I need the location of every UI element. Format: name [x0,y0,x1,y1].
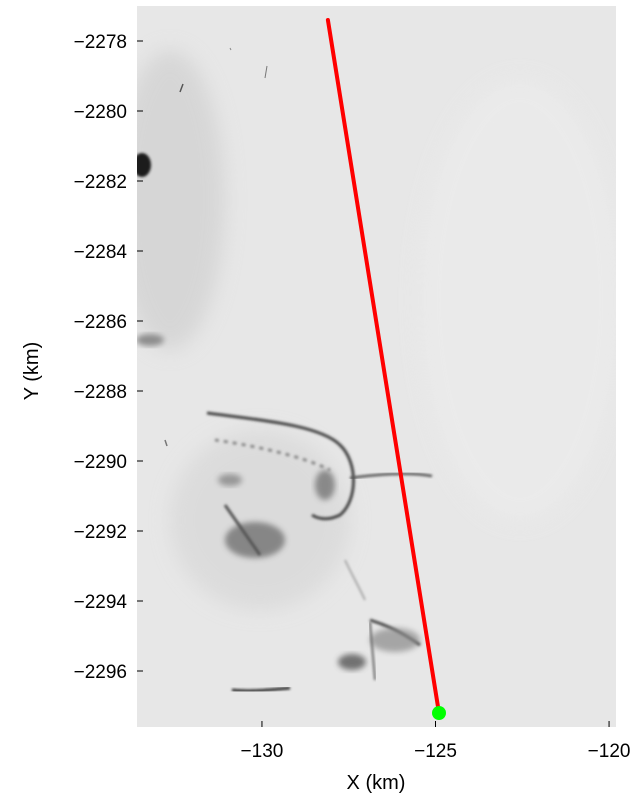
y-tick-label: −2278 [74,32,127,53]
y-tick-label: −2280 [74,102,127,123]
series-line-0 [325,18,441,715]
x-tick-label: −125 [414,741,457,762]
x-tick-label: −120 [588,741,631,762]
y-tick-label: −2296 [74,662,127,683]
series-point [432,706,446,720]
y-tick-label: −2282 [74,172,127,193]
y-tick-label: −2288 [74,382,127,403]
y-tick-label: −2286 [74,312,127,333]
data-marks [325,18,446,720]
ticks: −130 −125 −120 −2278 −2280 −2282 −2284 −2286 −22… [74,32,631,762]
y-tick-label: −2292 [74,522,127,543]
x-tick-label: −130 [241,741,284,762]
y-tick-label: −2290 [74,452,127,473]
y-tick-label: −2294 [74,592,128,613]
y-tick-label: −2284 [74,242,128,263]
x-axis-label: X (km) [347,772,406,794]
satellite-image [137,6,616,727]
y-axis-label: Y (km) [21,342,43,401]
